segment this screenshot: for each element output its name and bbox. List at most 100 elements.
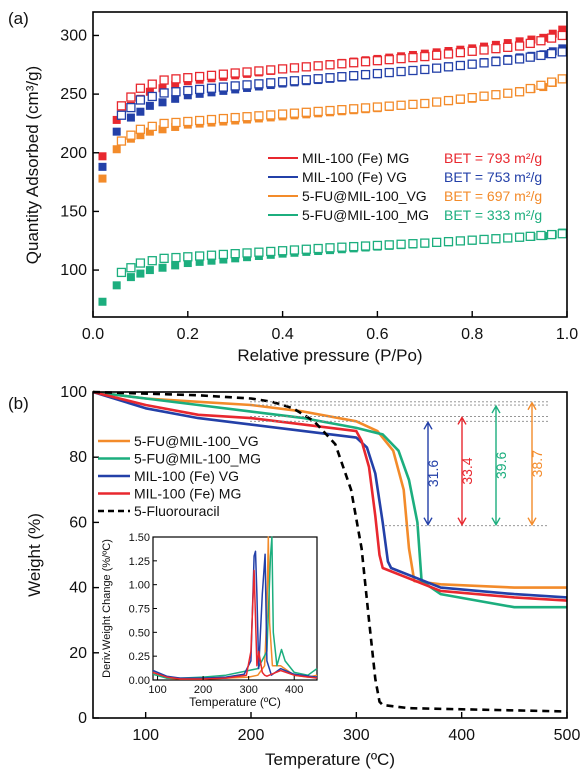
panel-a-desorption-point — [230, 68, 240, 78]
panel-a-desorption-point — [301, 75, 311, 85]
panel-a-adsorption-point — [195, 257, 204, 266]
panel-a-adsorption-point — [171, 261, 180, 270]
panel-a-desorption-point — [546, 77, 557, 87]
panel-a-desorption-point — [337, 72, 347, 82]
panel-a-desorption-point — [536, 80, 546, 90]
panel-a-desorption-point — [206, 70, 217, 80]
panel-a-desorption-point — [301, 62, 311, 72]
panel-a-desorption-point — [408, 65, 418, 76]
inset-ytick-label: 0.25 — [129, 651, 150, 663]
panel-a-adsorption-point — [183, 259, 192, 268]
panel-a-desorption-point — [171, 117, 181, 128]
panel-a-desorption-point — [218, 249, 229, 260]
panel-a-desorption-point — [479, 58, 489, 68]
panel-a-adsorption-point — [158, 263, 167, 272]
panel-a-desorption-point — [337, 105, 347, 115]
panel-a-desorption-point — [254, 79, 264, 89]
panel-a-desorption-point — [408, 99, 418, 110]
panel-a-desorption-point — [126, 263, 136, 273]
panel-a-adsorption-point — [515, 37, 524, 46]
panel-a-desorption-point — [455, 60, 466, 71]
panel-a-ylabel: Quantity Adsorbed (cm³/g) — [23, 66, 42, 264]
panel-a-desorption-point — [384, 101, 394, 111]
panel-a-desorption-point — [396, 66, 406, 77]
panel-b-ylabel: Weight (%) — [25, 513, 44, 597]
panel-a-desorption-point — [126, 102, 136, 113]
panel-a-desorption-point — [242, 67, 252, 77]
panel-a-desorption-point — [396, 239, 406, 249]
panel-a-ytick-label: 250 — [60, 86, 87, 103]
panel-a-xtick-label: 0.8 — [461, 326, 483, 343]
inset-ylabel: Deriv.Weight Change (%/ºC) — [101, 539, 113, 678]
panel-a-adsorption-point — [558, 25, 567, 34]
panel-a-desorption-point — [230, 81, 240, 91]
panel-a-desorption-point — [525, 231, 535, 242]
panel-a-desorption-point — [337, 59, 347, 69]
panel-a-desorption-point — [503, 55, 513, 65]
panel-a-desorption-point — [467, 92, 477, 103]
panel-a-desorption-point — [242, 80, 252, 90]
panel-a-adsorption-point — [136, 131, 145, 140]
panel-b-xtick-label: 100 — [132, 727, 159, 744]
panel-b-annotation-label: 38.7 — [529, 450, 545, 477]
panel-a-desorption-point — [525, 83, 535, 94]
panel-a-adsorption-point — [98, 297, 107, 306]
panel-a-desorption-point — [289, 63, 300, 73]
panel-a-desorption-point — [313, 106, 323, 117]
inset-xtick-label: 200 — [194, 684, 212, 696]
panel-b-arrow-head-top — [423, 420, 433, 430]
panel-a-adsorption-point — [98, 152, 107, 161]
panel-a-desorption-point — [443, 62, 454, 72]
panel-a-adsorption-point — [112, 281, 121, 290]
panel-a-desorption-point — [384, 240, 394, 250]
panel-a-desorption-point — [546, 33, 557, 43]
panel-a-bet-value: BET = 333 m²/g — [444, 207, 542, 223]
panel-a-adsorption-point — [171, 80, 180, 89]
panel-a-ytick-label: 200 — [60, 145, 87, 162]
panel-a-adsorption-point — [158, 84, 167, 93]
panel-a-desorption-point — [254, 66, 264, 76]
panel-b-frame — [92, 391, 568, 719]
panel-a-desorption-point — [546, 48, 557, 59]
panel-a-desorption-point — [135, 95, 146, 105]
panel-a-adsorption-point — [183, 91, 192, 100]
panel-a-desorption-point — [455, 94, 466, 104]
panel-a-desorption-point — [266, 246, 276, 257]
panel-a-desorption-point — [514, 87, 525, 97]
panel-a-desorption-point — [525, 52, 535, 62]
panel-a-desorption-point — [313, 243, 323, 254]
panel-b-ytick-label: 100 — [60, 384, 87, 401]
panel-b-annotation-label: 33.4 — [459, 457, 475, 484]
panel-b-annotation-label: 31.6 — [425, 460, 441, 487]
panel-a-desorption-point — [301, 107, 311, 117]
panel-a-desorption-point — [455, 236, 466, 246]
inset-series-line — [152, 569, 318, 680]
panel-b-ytick-label: 20 — [69, 645, 87, 662]
panel-a-desorption-point — [277, 64, 288, 74]
panel-a-desorption-point — [408, 52, 418, 63]
panel-a-desorption-point — [183, 252, 193, 262]
panel-a-legend-label: 5-FU@MIL-100_VG — [302, 188, 427, 204]
panel-a-desorption-point — [266, 110, 276, 120]
panel-a-desorption-point — [479, 45, 489, 55]
panel-a-xtick-label: 0.4 — [271, 326, 293, 343]
panel-a-desorption-point — [147, 79, 157, 89]
panel-a-desorption-point — [147, 91, 157, 102]
panel-a-desorption-point — [546, 229, 557, 240]
panel-a-desorption-point — [135, 124, 146, 134]
panel-b-xtick-label: 500 — [554, 727, 581, 744]
panel-a-desorption-point — [289, 108, 300, 118]
panel-a-desorption-point — [420, 51, 430, 62]
panel-a-adsorption-point — [112, 127, 121, 136]
panel-a-desorption-point — [116, 267, 127, 278]
panel-b-ytick-label: 80 — [69, 449, 87, 466]
panel-a-desorption-point — [491, 56, 501, 67]
panel-a-desorption-point — [503, 233, 513, 243]
panel-a-desorption-point — [431, 50, 442, 60]
panel-b-label: (b) — [8, 394, 29, 413]
panel-a-legend-label: 5-FU@MIL-100_MG — [302, 207, 429, 223]
panel-a-desorption-point — [431, 63, 442, 73]
panel-a-desorption-point — [536, 230, 546, 241]
panel-a-adsorption-point — [145, 87, 154, 96]
